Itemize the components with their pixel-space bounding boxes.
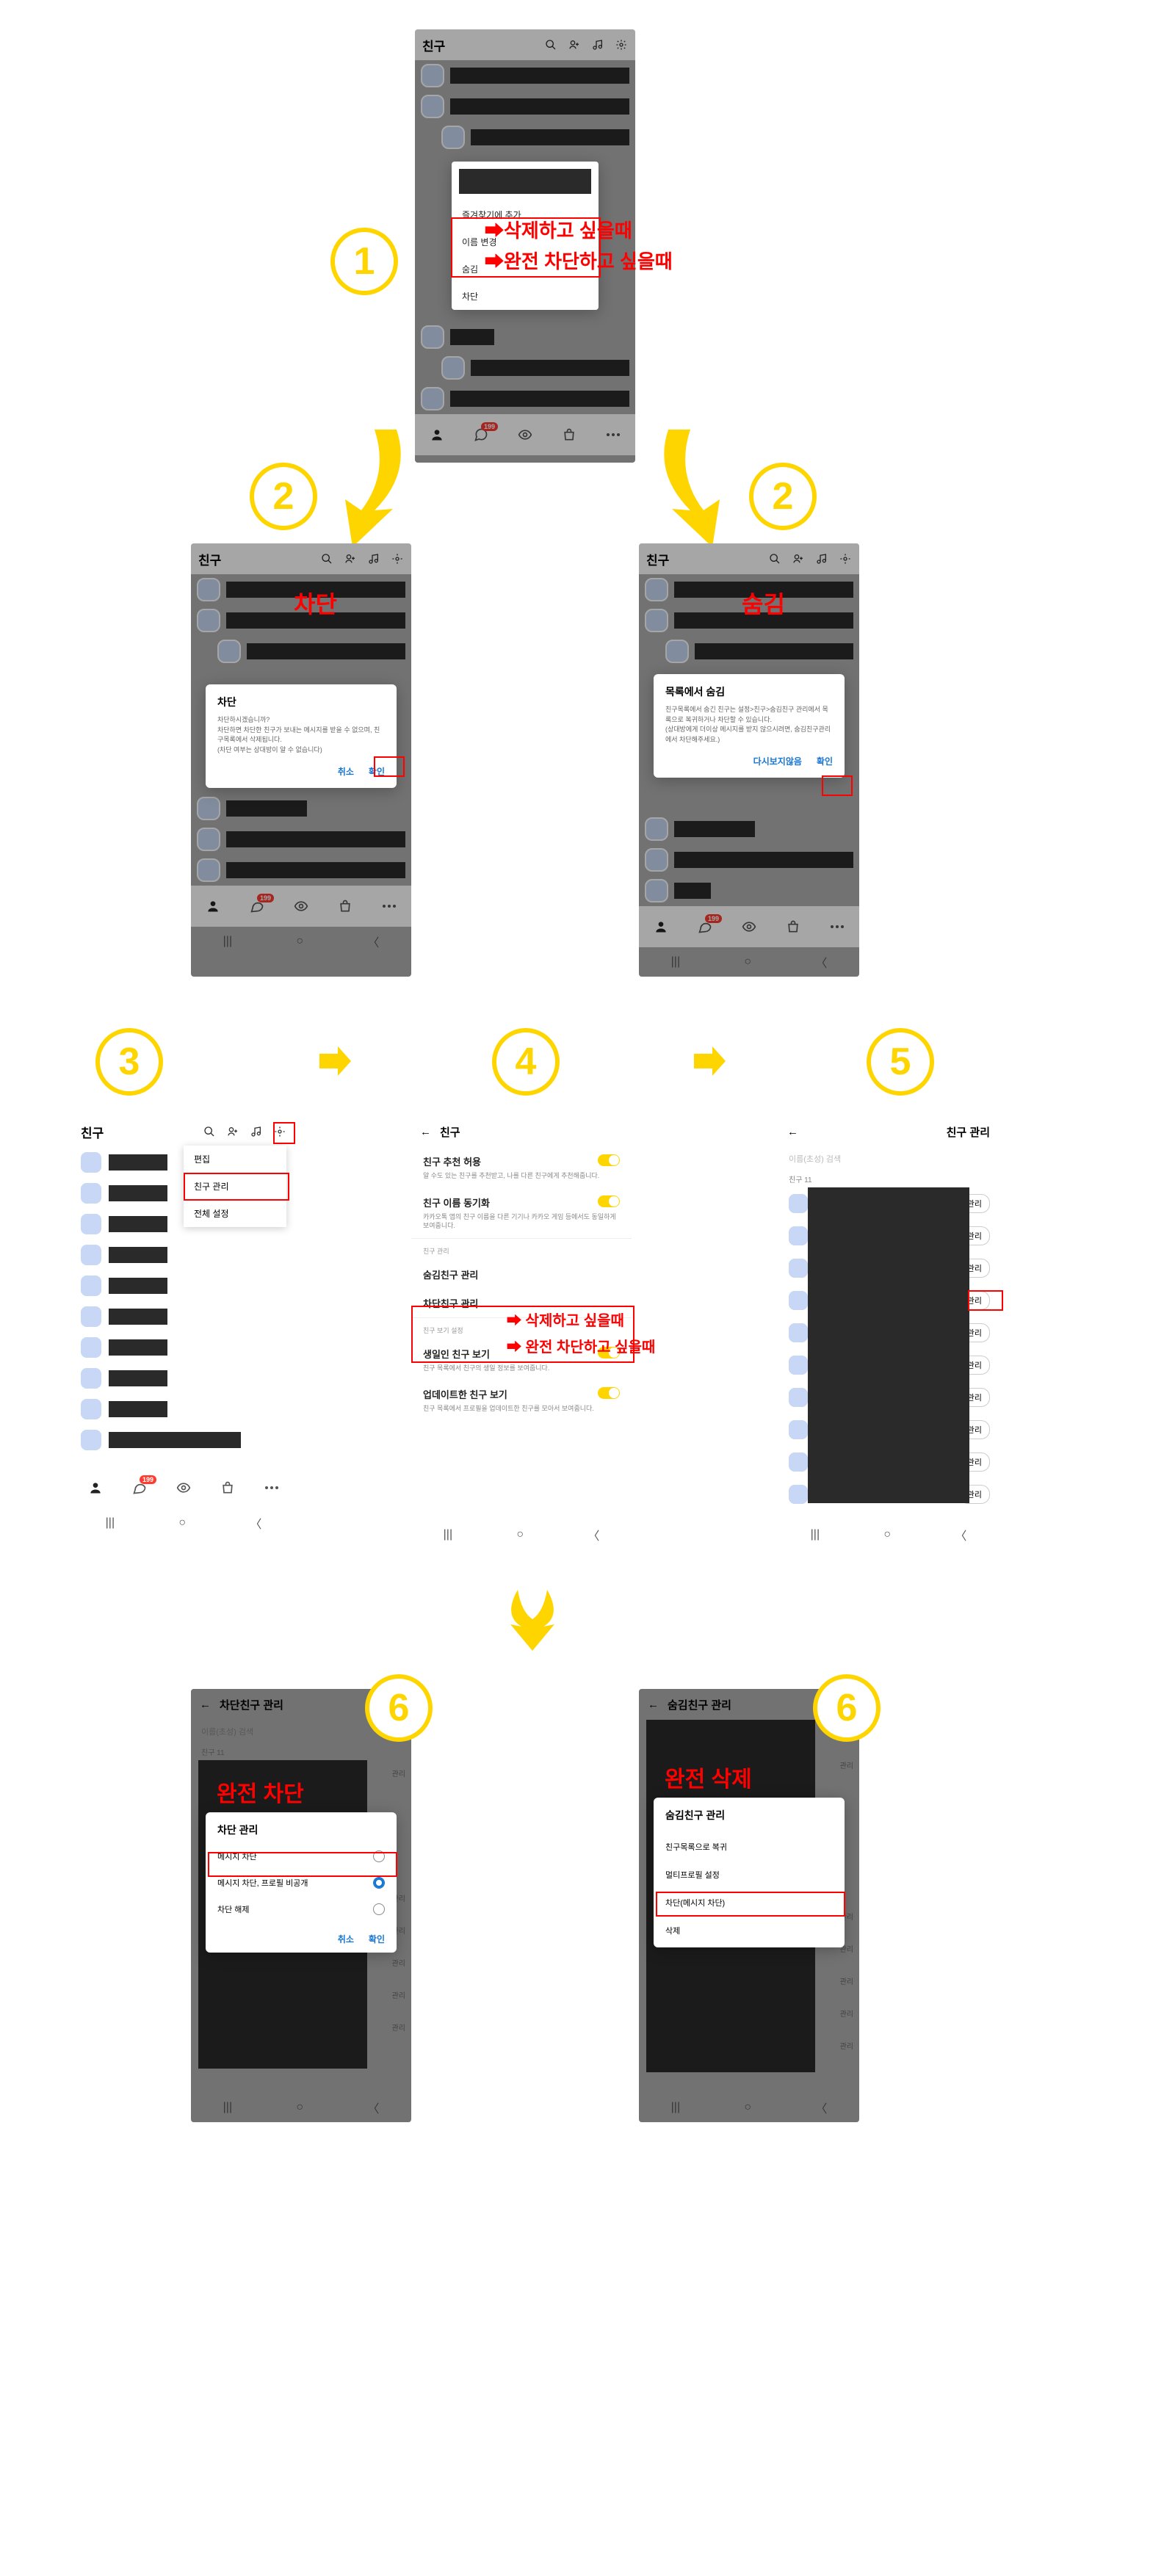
dialog-title: 차단 (217, 695, 385, 709)
phone-step6-block: ← 차단친구 관리 이름(초성) 검색 친구 11 관리 관리 관리 관리 관리… (191, 1689, 411, 2122)
arrow-down-left (323, 430, 426, 547)
ctx-block[interactable]: 차단 (452, 283, 599, 310)
nav-chat-icon[interactable]: 199 (130, 1478, 149, 1497)
row-recommend[interactable]: 친구 추천 허용 알 수도 있는 친구를 추천받고, 나를 다른 친구에게 추천… (411, 1147, 632, 1188)
friend-count: 친구 11 (778, 1171, 999, 1187)
nav-person-icon[interactable] (86, 1478, 105, 1497)
arrow-down-6 (499, 1586, 565, 1652)
nav-view-icon[interactable] (174, 1478, 193, 1497)
label-block: 차단 (294, 586, 337, 620)
step-badge-2R: 2 (749, 463, 817, 530)
arrow-3-4 (316, 1043, 352, 1079)
header-title: 친구 (81, 1123, 192, 1141)
settings-header: ← 친구 (411, 1116, 632, 1147)
dialog-body: 차단하시겠습니까? 차단하면 차단한 친구가 보내는 메시지를 받을 수 없으며… (217, 715, 385, 755)
block-dialog: 차단 차단하시겠습니까? 차단하면 차단한 친구가 보내는 메시지를 받을 수 … (206, 684, 397, 788)
opt-delete[interactable]: 삭제 (654, 1917, 845, 1944)
step-badge-1: 1 (330, 228, 398, 295)
context-menu-header (459, 169, 591, 194)
nav-shop-icon[interactable] (218, 1478, 237, 1497)
search-field[interactable]: 이름(초성) 검색 (778, 1147, 999, 1171)
step-badge-3: 3 (95, 1028, 163, 1096)
redbox-hide-ok (822, 775, 853, 796)
nav-more-icon[interactable] (262, 1478, 281, 1497)
label-hide: 숨김 (742, 586, 785, 620)
arrow-down-right (639, 430, 742, 547)
toggle-recommend[interactable] (598, 1154, 620, 1166)
toggle-sync[interactable] (598, 1195, 620, 1207)
back-icon[interactable]: ← (420, 1126, 431, 1138)
ok-button[interactable]: 확인 (369, 1933, 385, 1945)
dont-show-button[interactable]: 다시보지않음 (753, 755, 802, 767)
search-icon[interactable] (203, 1125, 216, 1138)
row-sync[interactable]: 친구 이름 동기화 카카오톡 앱의 친구 이름을 다른 기기나 카카오 게임 등… (411, 1188, 632, 1238)
dialog-title: 목록에서 숨김 (665, 684, 833, 699)
step-badge-6R: 6 (813, 1674, 881, 1742)
music-icon[interactable] (250, 1125, 263, 1138)
hide-manage-dialog: 숨김친구 관리 친구목록으로 복귀 멀티프로필 설정 차단(메시지 차단) 삭제 (654, 1798, 845, 1947)
settings-title: 친구 (440, 1124, 460, 1140)
hide-dialog: 목록에서 숨김 친구목록에서 숨긴 친구는 설정>친구>숨김친구 관리에서 목록… (654, 674, 845, 778)
add-friend-icon[interactable] (226, 1125, 239, 1138)
manage-header: ← 친구 관리 (778, 1116, 999, 1147)
step-badge-2L: 2 (250, 463, 317, 530)
arrow-4-5 (690, 1043, 727, 1079)
opt-multiprofile[interactable]: 멀티프로필 설정 (654, 1861, 845, 1889)
redbox-manage-btn (968, 1290, 1003, 1311)
row-hide-mgmt[interactable]: 숨김친구 관리 (411, 1260, 632, 1289)
bottom-nav: 199 (73, 1467, 294, 1508)
cancel-button[interactable]: 취소 (338, 1933, 354, 1945)
redbox-block-ok (374, 756, 405, 777)
toggle-updated[interactable] (598, 1387, 620, 1399)
dd-all[interactable]: 전체 설정 (184, 1200, 286, 1227)
redbox-delete (656, 1892, 845, 1917)
redbox-gear (273, 1122, 295, 1144)
dialog-title: 숨김친구 관리 (654, 1808, 845, 1827)
dialog-title: 차단 관리 (206, 1823, 397, 1837)
redbox-opt2 (208, 1852, 397, 1877)
cancel-button[interactable]: 취소 (338, 765, 354, 778)
block-manage-dialog: 차단 관리 메시지 차단 메시지 차단, 프로필 비공개 차단 해제 취소 확인 (206, 1812, 397, 1953)
row-updated[interactable]: 업데이트한 친구 보기 친구 목록에서 프로필을 업데이트한 친구를 모아서 보… (411, 1380, 632, 1421)
opt-unblock[interactable]: 차단 해제 (206, 1896, 397, 1922)
phone-step5: ← 친구 관리 이름(초성) 검색 친구 11 관리 관리 관리 관리 관리 관… (778, 1116, 999, 1549)
opt-restore[interactable]: 친구목록으로 복귀 (654, 1833, 845, 1861)
step-badge-4: 4 (492, 1028, 560, 1096)
back-icon[interactable]: ← (787, 1126, 798, 1138)
step-badge-6L: 6 (365, 1674, 433, 1742)
section-manage: 친구 관리 (411, 1238, 632, 1260)
callout4-hide: ➡ 삭제하고 싶을때 (507, 1309, 624, 1330)
callout-block: ➡완전 차단하고 싶을때 (485, 247, 673, 274)
ok-button[interactable]: 확인 (817, 755, 833, 767)
manage-title: 친구 관리 (807, 1124, 990, 1140)
label-full-block: 완전 차단 (217, 1776, 304, 1808)
label-full-delete: 완전 삭제 (665, 1761, 752, 1793)
dd-edit[interactable]: 편집 (184, 1146, 286, 1173)
dialog-body: 친구목록에서 숨긴 친구는 설정>친구>숨김친구 관리에서 목록으로 복귀하거나… (665, 705, 833, 745)
step-badge-5: 5 (867, 1028, 934, 1096)
callout-hide: ➡삭제하고 싶을때 (485, 216, 632, 243)
callout4-block: ➡ 완전 차단하고 싶을때 (507, 1335, 655, 1356)
redbox-manage (184, 1173, 289, 1201)
